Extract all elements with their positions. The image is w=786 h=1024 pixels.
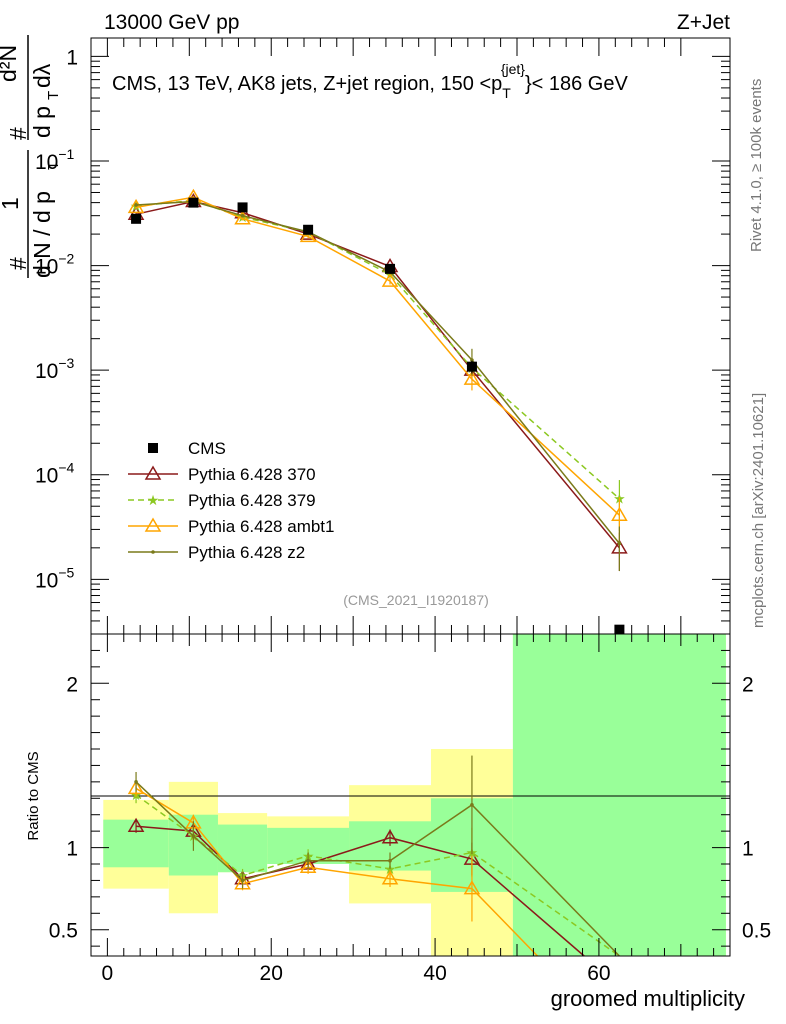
upper-ticks [91,38,730,635]
ylabel-hash-1: # [5,257,31,270]
ylabel-t-sub-1: T [45,161,62,170]
ylabel-dn-dpt: d N / d p [29,191,55,278]
lower-frame [90,633,731,957]
z2-point [134,780,138,784]
upper-y-tick-label: 10−5 [35,564,75,592]
ylabel-d2n: d²N [0,45,21,82]
upper-y-axis-label: # 1 d N / d p T # d²N d p T dλ [0,35,62,278]
inner-band [512,634,726,956]
legend-cms-label: CMS [188,439,226,458]
z2-point [240,878,245,883]
upper-y-tick-label: 1 [66,46,78,69]
cms-point [131,213,142,224]
upper-y-tick-labels: 1 10−1 10−2 10−3 10−4 10−5 [35,46,78,592]
ambt1-point [463,880,481,895]
ambt1-point [463,370,481,385]
mcplots-label: mcplots.cern.ch [arXiv:2401.10621] [750,393,767,628]
upper-y-tick-label: 10−2 [35,251,75,279]
legend-p379-label: Pythia 6.428 379 [188,491,316,510]
ambt1-point [381,272,399,287]
x-axis-label: groomed multiplicity [551,986,745,1011]
cms-point [303,224,314,235]
upper-frame [90,37,731,635]
energy-label: 13000 GeV pp [104,11,239,34]
rivet-label: Rivet 4.1.0, ≥ 100k events [748,79,765,252]
lower-data-layer: ★★★★★★ [127,755,620,957]
legend-z2-marker [151,550,155,554]
z2-point [134,203,138,207]
ratio-y-axis-label: Ratio to CMS [25,751,42,840]
cms-point [188,197,199,208]
z2-point [388,858,392,863]
upper-data-layer: ★★★★★★★ [127,188,628,635]
cms-point [385,263,396,274]
cms-point [614,624,625,635]
ambt1-point [381,870,399,885]
legend-ambt1-marker [144,517,162,532]
lower-y-tick-label: 2 [66,673,78,696]
z2-point [191,834,196,838]
ambt1-point [299,858,317,874]
lower-y-tick-label: 0.5 [49,920,78,943]
ambt1-point [299,227,317,243]
cms-point [237,202,248,213]
lower-x-tick-label: 20 [260,962,283,985]
legend-p370-label: Pythia 6.428 370 [188,465,316,484]
ambt1-point [234,210,251,225]
lower-x-tick-label: 0 [102,962,114,985]
plot-title: CMS, 13 TeV, AK8 jets, Z+jet region, 150… [112,61,628,101]
analysis-watermark: (CMS_2021_I1920187) [343,592,489,608]
lower-y-tick-label-right: 1 [742,838,754,861]
legend-cms-marker [148,443,158,453]
p370-point [381,829,399,844]
lower-y-tick-label-right: 2 [742,673,754,696]
ylabel-one: 1 [0,197,23,210]
z2-point [306,858,310,863]
lower-x-tick-label: 60 [587,962,610,985]
lower-x-tick-label: 40 [423,962,446,985]
ratio-uncertainty-bands [103,634,726,956]
ylabel-dpt: d p [29,106,55,138]
upper-panel: ★★★★★★★ 1 10−1 10−2 10−3 10−4 10−5 CMS, 13 Te… [35,37,731,635]
ambt1-point [127,779,145,795]
legend-p370-marker [144,465,162,480]
cms-point [466,361,477,372]
p370-point [127,817,145,832]
legend-z2-label: Pythia 6.428 z2 [188,543,305,562]
upper-y-tick-label: 10−4 [35,460,75,488]
ambt1-point [127,198,145,214]
z2-point [470,358,474,362]
legend-p379-marker: ★ [147,492,160,508]
ambt1-point [611,506,628,521]
process-label: Z+Jet [677,11,730,34]
legend: CMS Pythia 6.428 370 ★ Pythia 6.428 379 Pyth… [128,439,334,562]
z2-point [240,213,245,218]
ylabel-dlambda: dλ [29,63,55,88]
lower-tick-labels: 0.5 0.51 12 20 20 40 60 [49,673,771,985]
ylabel-hash-2: # [5,127,31,140]
legend-ambt1-label: Pythia 6.428 ambt1 [188,517,334,536]
lower-y-tick-label-right: 0.5 [742,920,771,943]
lower-ticks [91,634,730,956]
upper-y-tick-label: 10−1 [35,146,75,174]
ylabel-t-sub-2: T [45,91,62,100]
lower-y-tick-label: 1 [66,838,78,861]
z2-point [617,541,622,546]
z2-point [470,803,474,807]
upper-y-tick-label: 10−3 [35,355,75,383]
ambt1-point [234,875,251,890]
